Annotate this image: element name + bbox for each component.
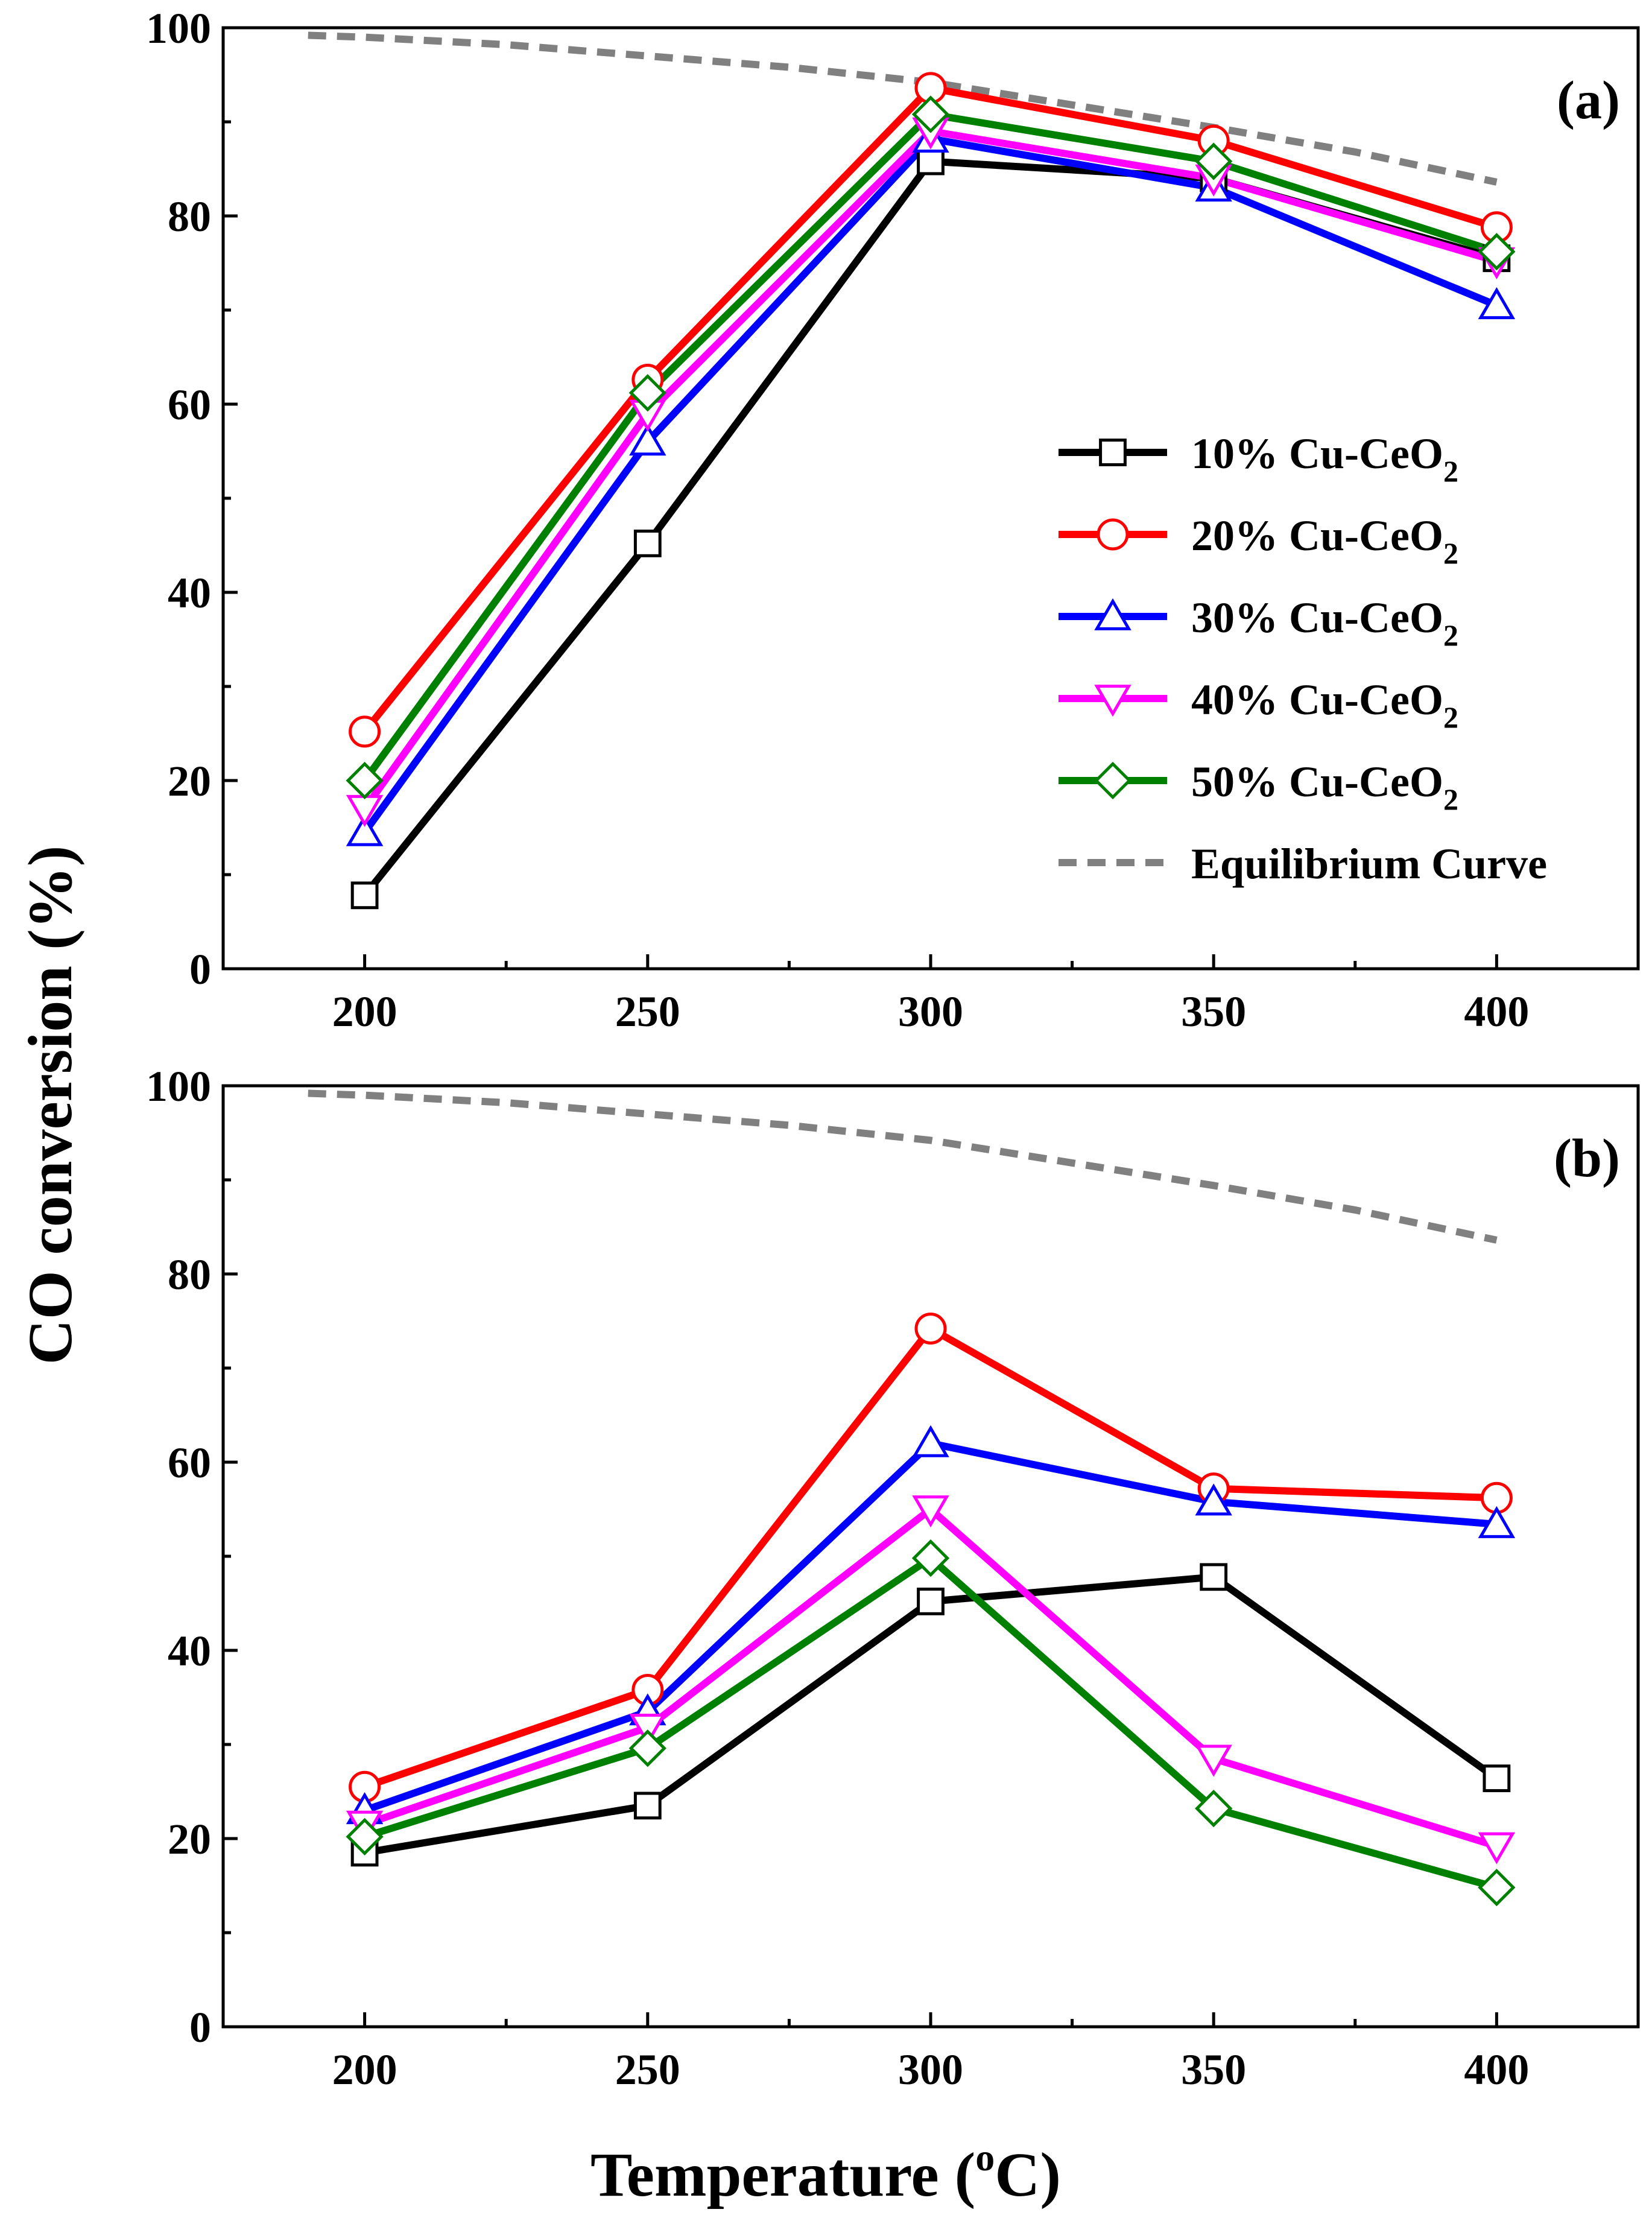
x-tick-label: 250 [615, 2045, 680, 2094]
legend-label: 10% Cu-CeO2 [1191, 429, 1458, 488]
legend-label-subscript: 2 [1443, 536, 1458, 570]
data-point [346, 1817, 384, 1856]
legend-label-subscript: 2 [1443, 454, 1458, 488]
legend-label: Equilibrium Curve [1191, 840, 1547, 888]
data-point [1195, 1744, 1232, 1777]
y-tick-label: 100 [146, 1062, 211, 1110]
y-tick-label: 0 [189, 945, 211, 993]
data-point [914, 1312, 947, 1345]
y-tick-label: 60 [168, 1439, 211, 1487]
data-point [1200, 1563, 1228, 1591]
data-point [1483, 1764, 1511, 1793]
legend-label: 30% Cu-CeO2 [1191, 594, 1458, 652]
data-point [633, 1792, 662, 1820]
data-point [346, 761, 384, 800]
x-tick-label: 200 [332, 2045, 397, 2094]
x-tick-label: 400 [1464, 2045, 1529, 2094]
x-tick-label: 350 [1181, 2045, 1246, 2094]
y-tick-label: 40 [168, 1627, 211, 1675]
x-tick-label: 300 [898, 987, 963, 1036]
legend-marker [1093, 761, 1132, 800]
data-point [1195, 1789, 1233, 1828]
data-point [1478, 1506, 1516, 1538]
data-point [911, 1539, 950, 1577]
x-axis-title-sup: o [975, 2136, 995, 2179]
x-axis-title: Temperature (oC) [590, 2136, 1061, 2210]
legend-marker [1094, 685, 1131, 717]
y-axis-title: CO conversion (%) [16, 846, 85, 1365]
data-point [1478, 1832, 1516, 1865]
data-point [912, 1425, 949, 1457]
data-point [911, 95, 950, 133]
y-tick-label: 80 [168, 1250, 211, 1299]
legend-label-main: 20% Cu-CeO [1191, 512, 1443, 560]
series-line [361, 135, 1498, 835]
legend-marker [1099, 439, 1127, 466]
x-tick-label: 400 [1464, 987, 1529, 1036]
panel-label: (a) [1557, 71, 1620, 130]
equilibrium-curve [308, 1089, 1498, 1244]
legend-label: 50% Cu-CeO2 [1191, 758, 1458, 816]
legend-label-subscript: 2 [1443, 782, 1458, 816]
x-tick-label: 350 [1181, 987, 1246, 1036]
data-point [350, 881, 379, 910]
legend-label-subscript: 2 [1443, 618, 1458, 652]
legend-marker [1097, 518, 1129, 551]
x-tick-label: 250 [615, 987, 680, 1036]
x-axis-title-suffix: C) [995, 2140, 1061, 2210]
data-point [628, 374, 666, 412]
equilibrium-curve [308, 31, 1498, 186]
x-axis-title-prefix: Temperature ( [590, 2140, 975, 2210]
data-point [917, 1587, 945, 1615]
data-point [349, 715, 381, 748]
data-point [1478, 287, 1516, 320]
data-point [912, 1495, 949, 1528]
data-point [629, 423, 666, 456]
data-point [633, 529, 662, 557]
panel-a: 200 250 300 350 400 0 20 40 60 80 100 (a) 10% Cu-CeO… [146, 4, 1640, 1036]
panel-label: (b) [1554, 1129, 1620, 1188]
series-line [364, 1573, 1499, 1857]
data-point [346, 814, 384, 846]
data-point [917, 147, 945, 176]
data-point [628, 1729, 666, 1767]
legend-label-main: 50% Cu-CeO [1191, 758, 1443, 806]
legend-label: 20% Cu-CeO2 [1191, 512, 1458, 570]
y-tick-label: 60 [168, 381, 211, 429]
legend-marker [1094, 598, 1131, 630]
y-tick-label: 80 [168, 192, 211, 241]
legend-label-main: 30% Cu-CeO [1191, 594, 1443, 642]
data-point [629, 1714, 666, 1746]
data-point [1478, 233, 1516, 271]
y-tick-label: 100 [146, 4, 211, 52]
legend-label-main: 40% Cu-CeO [1191, 676, 1443, 724]
legend-label-main: 10% Cu-CeO [1191, 429, 1443, 478]
data-point [1195, 142, 1233, 180]
legend-label: 40% Cu-CeO2 [1191, 676, 1458, 734]
y-tick-label: 0 [189, 2003, 211, 2051]
data-point [1478, 1868, 1516, 1907]
x-tick-label: 200 [332, 987, 397, 1036]
x-tick-label: 300 [898, 2045, 963, 2094]
legend-label-subscript: 2 [1443, 700, 1458, 734]
y-tick-label: 20 [168, 1815, 211, 1863]
y-tick-label: 20 [168, 757, 211, 805]
y-tick-label: 40 [168, 569, 211, 617]
data-point [1195, 1483, 1232, 1516]
panel-b: 200 250 300 350 400 0 20 40 60 80 100 (b) [146, 1062, 1640, 2094]
